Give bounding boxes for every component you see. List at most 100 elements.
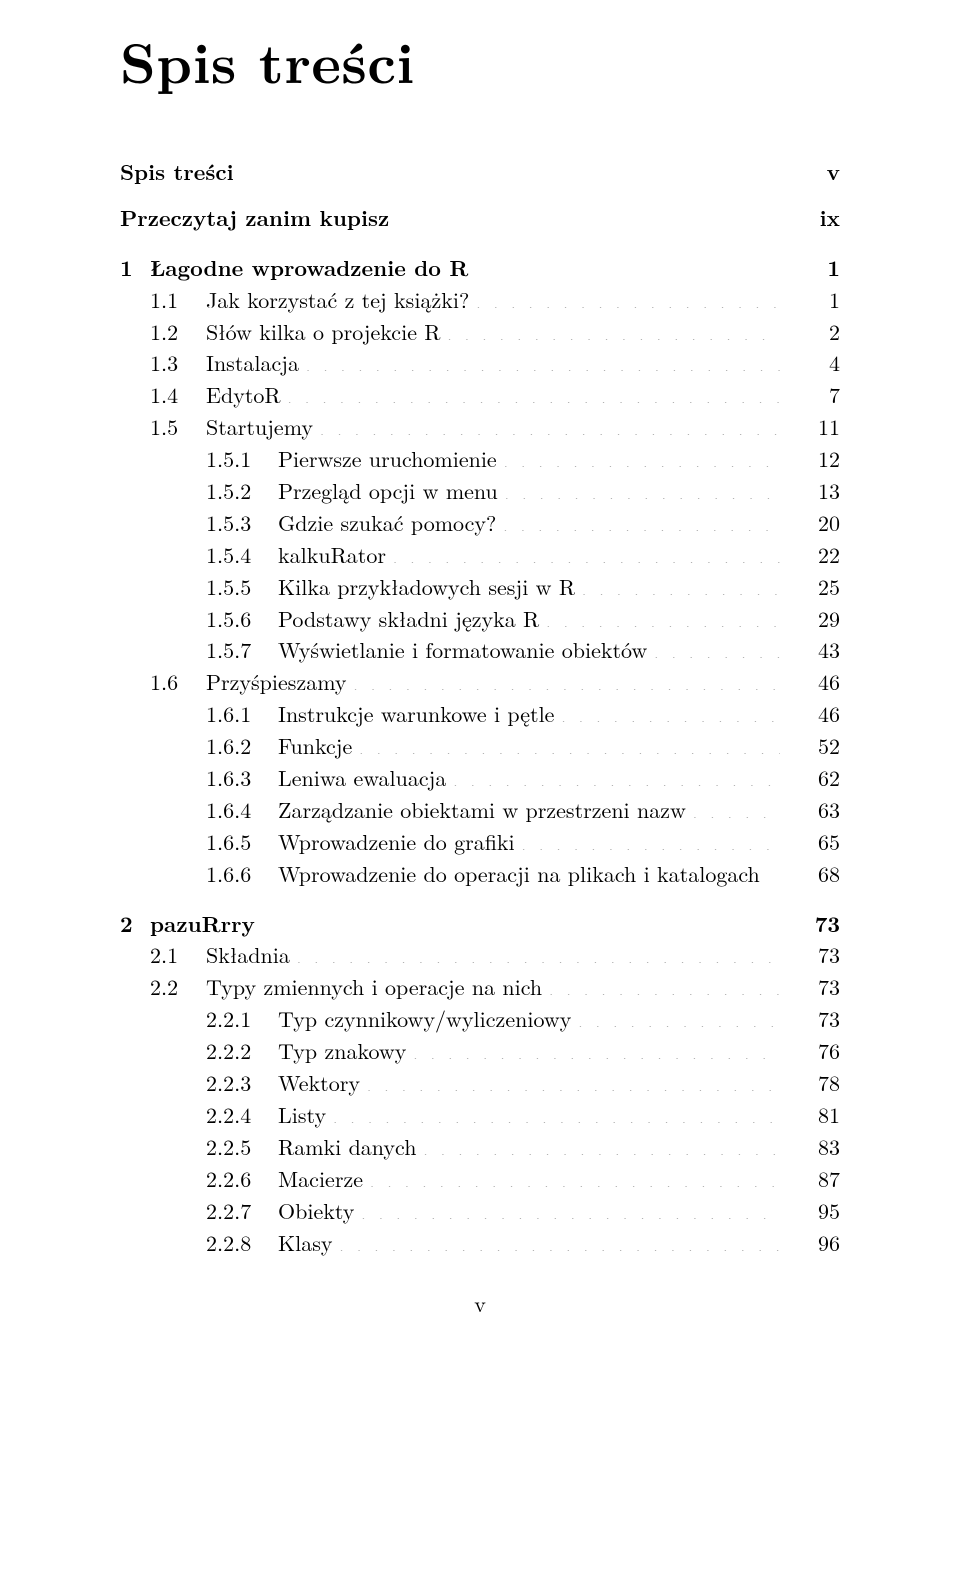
toc-leader-dots: [475, 286, 780, 308]
toc-section-row: 1.5Startujemy 11: [120, 411, 840, 443]
toc-chapter-row: 2pazuRrry73: [120, 908, 840, 940]
toc-leader-dots: [353, 668, 780, 690]
toc-leader-dots: [412, 1037, 780, 1059]
toc-entry-page: 1: [780, 284, 840, 316]
toc-subsection-row: 1.5.1Pierwsze uruchomienie 12: [120, 443, 840, 475]
toc-section-row: 1.4EdytoR 7: [120, 379, 840, 411]
toc-subsection-row: 1.5.3Gdzie szukać pomocy?20: [120, 507, 840, 539]
toc-entry-title: Przegląd opcji w menu: [278, 475, 504, 507]
toc-leader-dots: [545, 605, 780, 627]
toc-subsection-row: 2.2.3Wektory78: [120, 1067, 840, 1099]
toc-entry-page: 83: [780, 1131, 840, 1163]
toc-entry-number: 2.2: [150, 971, 206, 1003]
toc-subsection-row: 2.2.2Typ znakowy76: [120, 1035, 840, 1067]
toc-subsection-row: 1.6.5Wprowadzenie do grafiki65: [120, 826, 840, 858]
toc-subsection-row: 1.6.6Wprowadzenie do operacji na plikach…: [120, 858, 840, 890]
toc-entry-title: Listy: [278, 1099, 332, 1131]
toc-entry-title: Typ znakowy: [278, 1035, 412, 1067]
toc-entry-title: Wektory: [278, 1067, 366, 1099]
toc-entry-title: Słów kilka o projekcie R: [206, 316, 446, 348]
toc-entry-page: 7: [780, 379, 840, 411]
toc-section-row: 1.3Instalacja4: [120, 347, 840, 379]
toc-entry-title: Startujemy: [206, 411, 319, 443]
toc-entry-number: 1.3: [150, 347, 206, 379]
toc-entry-title: Wyświetlanie i formatowanie obiektów: [278, 634, 653, 666]
toc-section-row: 1.6Przyśpieszamy46: [120, 666, 840, 698]
toc-entry-title: pazuRrry: [150, 908, 261, 940]
toc-entry-title: Jak korzystać z tej książki?: [206, 284, 475, 316]
toc-subsection-row: 1.5.4kalkuRator22: [120, 539, 840, 571]
toc-entry-title: Ramki danych: [278, 1131, 422, 1163]
toc-leader-dots: [653, 636, 780, 658]
toc-entry-page: 13: [780, 475, 840, 507]
toc-entry-title: Kilka przykładowych sesji w R: [278, 571, 581, 603]
toc-leader-dots: [287, 381, 780, 403]
toc-subsection-row: 1.5.5Kilka przykładowych sesji w R25: [120, 571, 840, 603]
toc-leader-dots: [446, 318, 780, 340]
toc-entry-number: 2.2.7: [206, 1195, 278, 1227]
toc-entry-number: 1.5: [150, 411, 206, 443]
toc-entry-page: 46: [780, 666, 840, 698]
toc-entry-title: Spis treści: [120, 156, 240, 188]
toc-subsection-row: 2.2.6Macierze87: [120, 1163, 840, 1195]
toc-entry-title: Typ czynnikowy/wyliczeniowy: [278, 1003, 577, 1035]
toc-entry-number: 1.4: [150, 379, 206, 411]
page-number-footer: v: [120, 1288, 840, 1319]
toc-entry-title: Funkcje: [278, 730, 358, 762]
toc-entry-page: 46: [780, 698, 840, 730]
toc-subsection-row: 1.6.3Leniwa ewaluacja62: [120, 762, 840, 794]
toc-entry-page: 52: [780, 730, 840, 762]
toc-entry-page: 73: [780, 971, 840, 1003]
toc-entry-title: Wprowadzenie do operacji na plikach i ka…: [278, 858, 766, 890]
toc-entry-number: 2: [120, 908, 150, 940]
toc-entry-page: 96: [780, 1227, 840, 1259]
toc-subsection-row: 1.6.4Zarządzanie obiektami w przestrzeni…: [120, 794, 840, 826]
toc-entry-number: 1.6.4: [206, 794, 278, 826]
toc-entry-title: Macierze: [278, 1163, 369, 1195]
toc-entry-title: Składnia: [206, 939, 296, 971]
toc-entry-title: EdytoR: [206, 379, 287, 411]
toc-section-row: 1.1Jak korzystać z tej książki?1: [120, 284, 840, 316]
toc-entry-title: Przeczytaj zanim kupisz: [120, 202, 395, 234]
toc-entry-page: 87: [780, 1163, 840, 1195]
toc-entry-number: 2.2.8: [206, 1227, 278, 1259]
toc-entry-page: 29: [780, 603, 840, 635]
toc-entry-page: 11: [780, 411, 840, 443]
toc-entry-number: 1.5.4: [206, 539, 278, 571]
toc-entry-number: 1.6.3: [206, 762, 278, 794]
toc-entry-page: 81: [780, 1099, 840, 1131]
toc-leader-dots: [504, 477, 780, 499]
toc-front-row: Spis treściv: [120, 156, 840, 188]
toc-entry-page: 62: [780, 762, 840, 794]
toc-entry-number: 1.5.2: [206, 475, 278, 507]
toc-entry-page: 78: [780, 1067, 840, 1099]
toc-entry-title: Pierwsze uruchomienie: [278, 443, 503, 475]
toc-entry-page: 43: [780, 634, 840, 666]
toc-entry-page: 68: [780, 858, 840, 890]
toc-entry-page: 2: [780, 316, 840, 348]
toc-leader-dots: [358, 732, 780, 754]
toc-subsection-row: 1.5.6Podstawy składni języka R29: [120, 603, 840, 635]
toc-entry-number: 1: [120, 252, 150, 284]
toc-entry-title: kalkuRator: [278, 539, 392, 571]
toc-entry-page: 1: [780, 252, 840, 284]
page: Spis treści Spis treściv Przeczytaj zanim…: [0, 0, 960, 1359]
toc-entry-number: 1.6: [150, 666, 206, 698]
toc-entry-page: 76: [780, 1035, 840, 1067]
toc-leader-dots: [692, 796, 780, 818]
toc-leader-dots: [392, 541, 780, 563]
toc-entry-number: 2.2.4: [206, 1099, 278, 1131]
toc-entry-number: 1.5.5: [206, 571, 278, 603]
toc-entry-title: Gdzie szukać pomocy?: [278, 507, 502, 539]
toc-front-row: Przeczytaj zanim kupiszix: [120, 202, 840, 234]
toc-subsection-row: 2.2.8Klasy96: [120, 1227, 840, 1259]
toc-leader-dots: [503, 445, 780, 467]
toc-entry-number: 1.5.1: [206, 443, 278, 475]
toc-entry-page: 63: [780, 794, 840, 826]
toc-subsection-row: 1.5.2Przegląd opcji w menu 13: [120, 475, 840, 507]
toc-entry-number: 1.6.6: [206, 858, 278, 890]
toc-leader-dots: [521, 828, 780, 850]
toc-leader-dots: [366, 1069, 780, 1091]
toc-entry-page: 12: [780, 443, 840, 475]
toc-entry-page: 20: [780, 507, 840, 539]
